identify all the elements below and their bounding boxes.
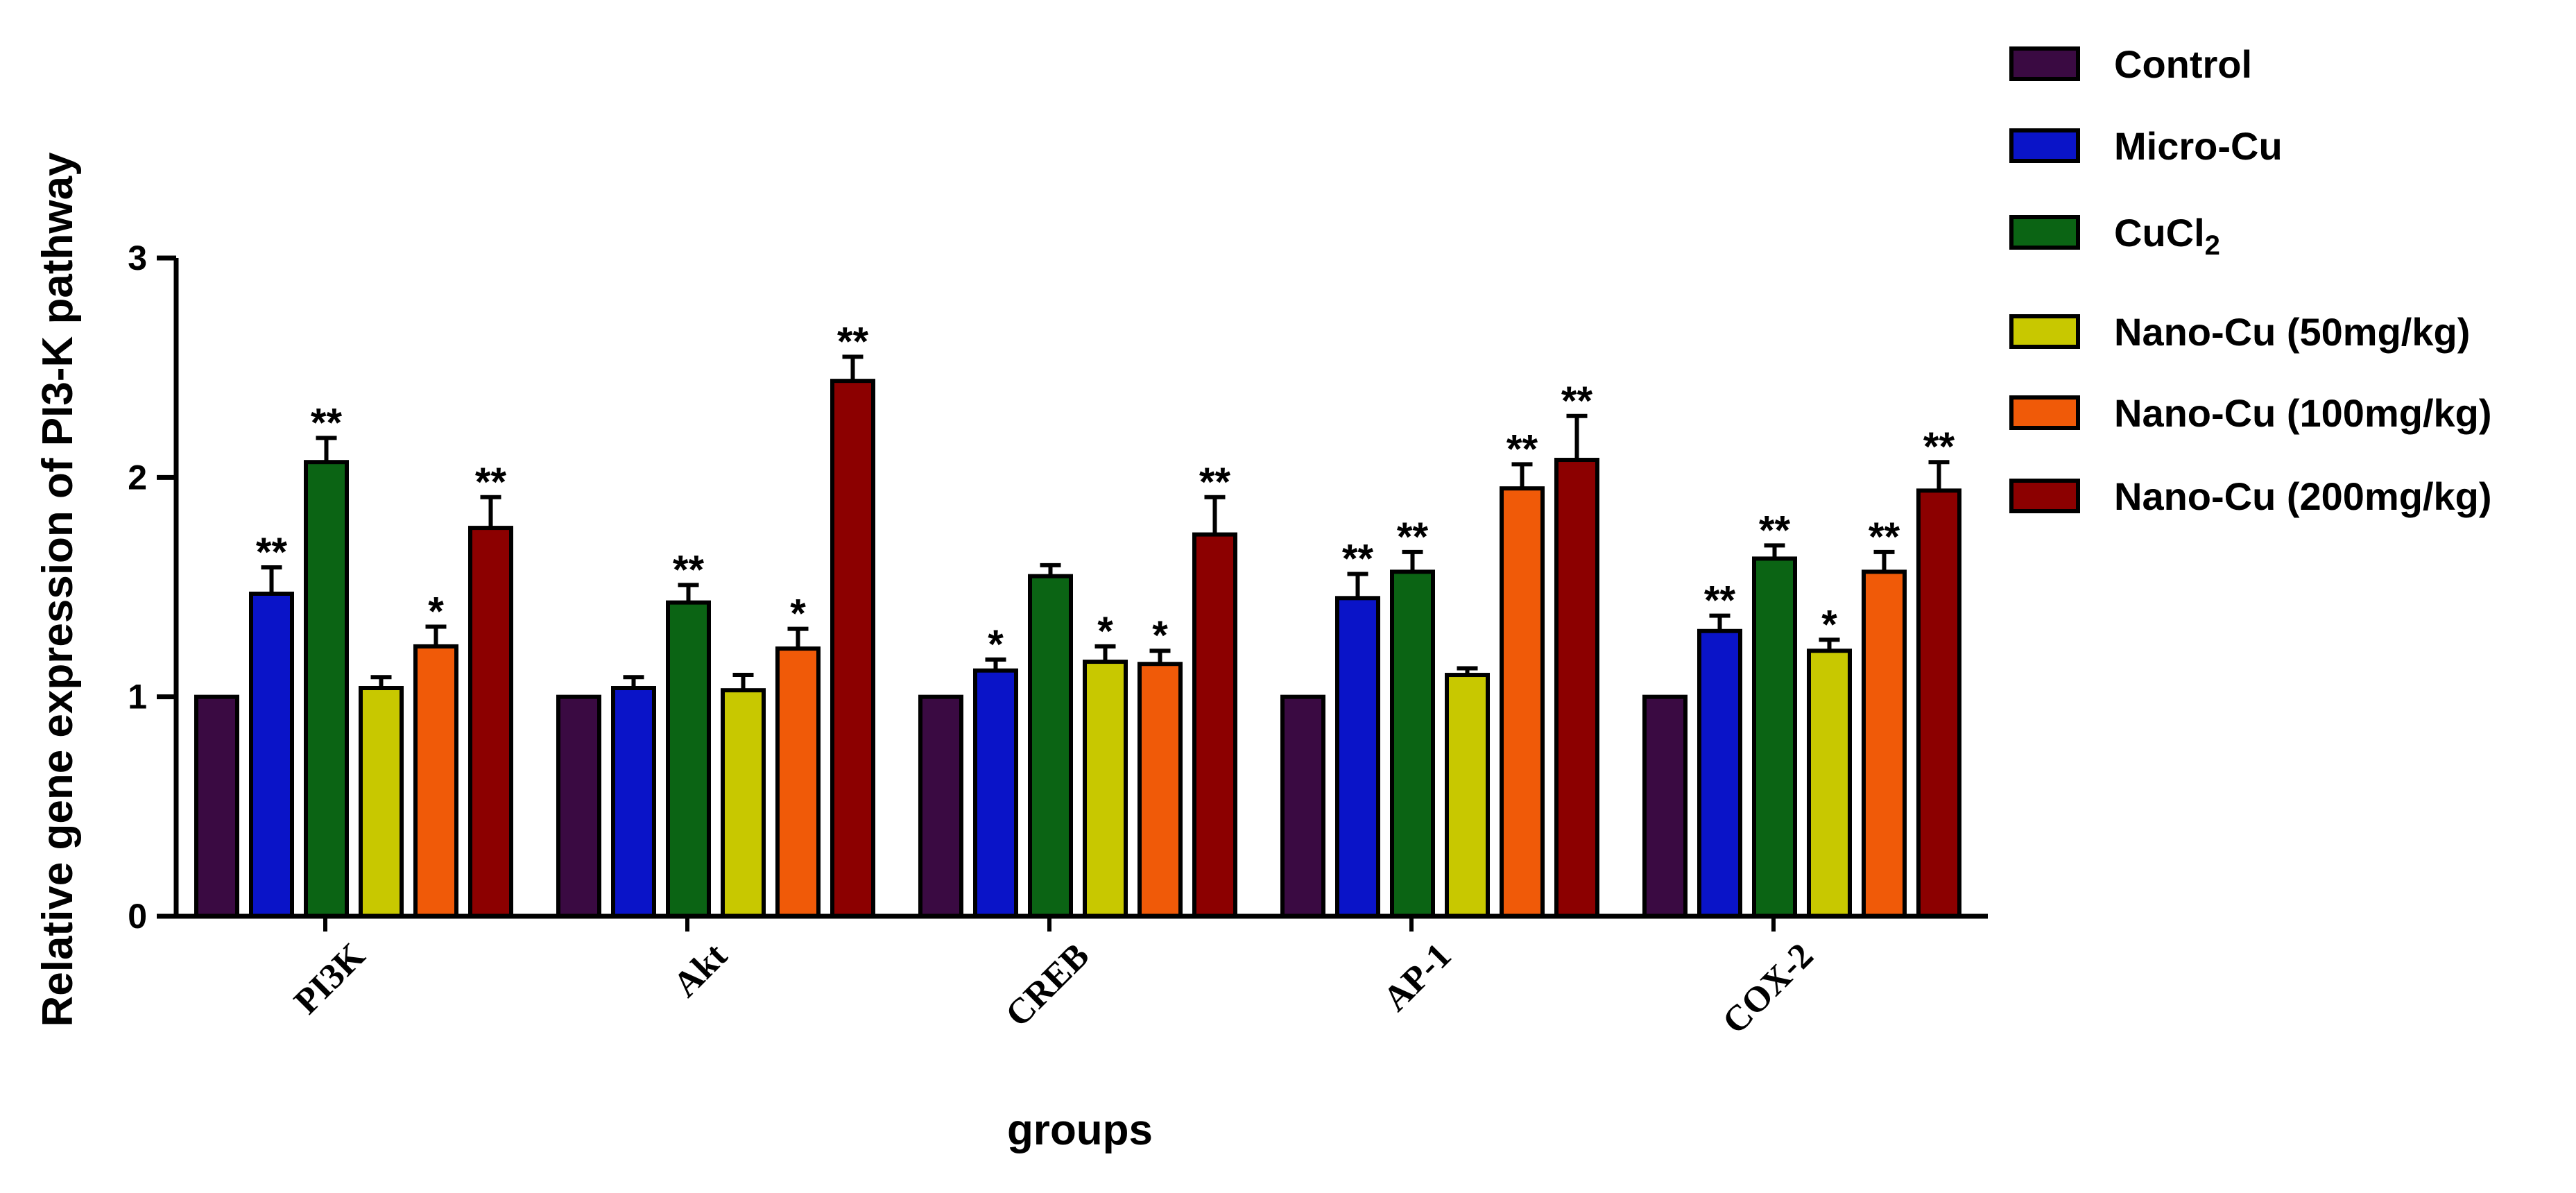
- bar-creb-3: [1083, 660, 1128, 918]
- legend-swatch: [2009, 128, 2080, 163]
- bar-akt-5: [830, 379, 875, 918]
- bar-ap-1-2: [1390, 569, 1435, 919]
- bar-pi3k-3: [359, 686, 404, 918]
- bars-layer: ************* * ***** ***************: [194, 319, 1961, 919]
- bar-pi3k-2: [304, 460, 349, 918]
- bar-pi3k-1: [249, 591, 294, 918]
- significance-label: *: [1821, 602, 1837, 647]
- bar-creb-1: [973, 668, 1018, 918]
- x-category-label: Akt: [666, 936, 735, 1005]
- legend-label: Nano-Cu (100mg/kg): [2114, 391, 2492, 435]
- bar-akt-0: [556, 694, 601, 919]
- legend-swatch: [2009, 215, 2080, 250]
- y-ticks: 0 1 2 3: [128, 239, 176, 936]
- legend-label: Nano-Cu (200mg/kg): [2114, 474, 2492, 518]
- x-category-labels: PI3K Akt CREB AP-1 COX-2: [286, 916, 1821, 1042]
- significance-label: **: [837, 319, 869, 364]
- significance-label: *: [988, 622, 1004, 667]
- significance-label: *: [1152, 613, 1168, 658]
- bar-cox-2-3: [1807, 649, 1852, 919]
- significance-label: **: [1397, 515, 1429, 560]
- bar-cox-2-0: [1642, 694, 1688, 919]
- bar-creb-0: [918, 694, 963, 919]
- significance-label: **: [1199, 460, 1231, 505]
- significance-label: *: [428, 589, 444, 634]
- significance-label: **: [311, 400, 343, 445]
- bar-pi3k-0: [194, 694, 239, 919]
- legend-swatch: [2009, 479, 2080, 513]
- y-tick-label: 3: [128, 239, 147, 277]
- bar-pi3k-4: [413, 644, 458, 918]
- x-category-label: COX-2: [1715, 936, 1821, 1042]
- legend-swatch: [2009, 395, 2080, 430]
- bar-akt-1: [611, 686, 656, 918]
- significance-label: **: [1506, 427, 1538, 472]
- x-axis-title: groups: [1007, 1106, 1153, 1154]
- y-tick-label: 1: [128, 678, 147, 716]
- significance-label: **: [673, 547, 705, 592]
- bar-cox-2-1: [1697, 628, 1742, 918]
- y-tick-label: 0: [128, 897, 147, 936]
- bar-creb-4: [1137, 662, 1183, 918]
- bar-ap-1-3: [1445, 673, 1490, 918]
- y-tick-label: 2: [128, 458, 147, 497]
- legend-swatch: [2009, 314, 2080, 349]
- significance-label: **: [1561, 379, 1593, 424]
- legend-label: CuCl2: [2114, 211, 2220, 261]
- bar-akt-3: [721, 688, 766, 919]
- y-axis-title: Relative gene expression of PI3-K pathwa…: [34, 152, 82, 1027]
- significance-label: *: [1097, 609, 1113, 654]
- axes-layer: [173, 258, 1988, 919]
- legend-subscript: 2: [2205, 230, 2220, 261]
- bar-ap-1-4: [1500, 486, 1545, 918]
- bar-ap-1-1: [1335, 596, 1380, 918]
- legend-swatch: [2009, 46, 2080, 81]
- significance-label: **: [1342, 537, 1374, 582]
- bar-ap-1-0: [1280, 694, 1325, 919]
- bar-akt-2: [666, 600, 711, 918]
- legend-label: Nano-Cu (50mg/kg): [2114, 310, 2470, 354]
- significance-label: **: [475, 460, 507, 505]
- legend: Control Micro-Cu CuCl2 Nano-Cu (50mg/kg) Nan…: [2009, 42, 2492, 518]
- x-category-label: PI3K: [286, 936, 372, 1022]
- significance-label: **: [1704, 578, 1736, 624]
- significance-label: **: [1923, 424, 1955, 470]
- bar-ap-1-5: [1554, 458, 1599, 918]
- bar-akt-4: [775, 646, 821, 918]
- bar-creb-5: [1192, 532, 1237, 918]
- bar-cox-2-4: [1862, 569, 1907, 919]
- legend-label: Control: [2114, 42, 2252, 86]
- bar-pi3k-5: [468, 526, 513, 918]
- significance-label: **: [1759, 508, 1791, 553]
- bar-creb-2: [1028, 574, 1073, 919]
- significance-label: **: [256, 530, 288, 575]
- legend-label: Micro-Cu: [2114, 124, 2283, 168]
- significance-label: *: [790, 592, 806, 637]
- x-category-label: AP-1: [1376, 936, 1459, 1019]
- significance-label: **: [1869, 515, 1900, 560]
- bar-cox-2-5: [1916, 488, 1961, 918]
- bar-cox-2-2: [1752, 556, 1797, 918]
- x-category-label: CREB: [998, 936, 1097, 1034]
